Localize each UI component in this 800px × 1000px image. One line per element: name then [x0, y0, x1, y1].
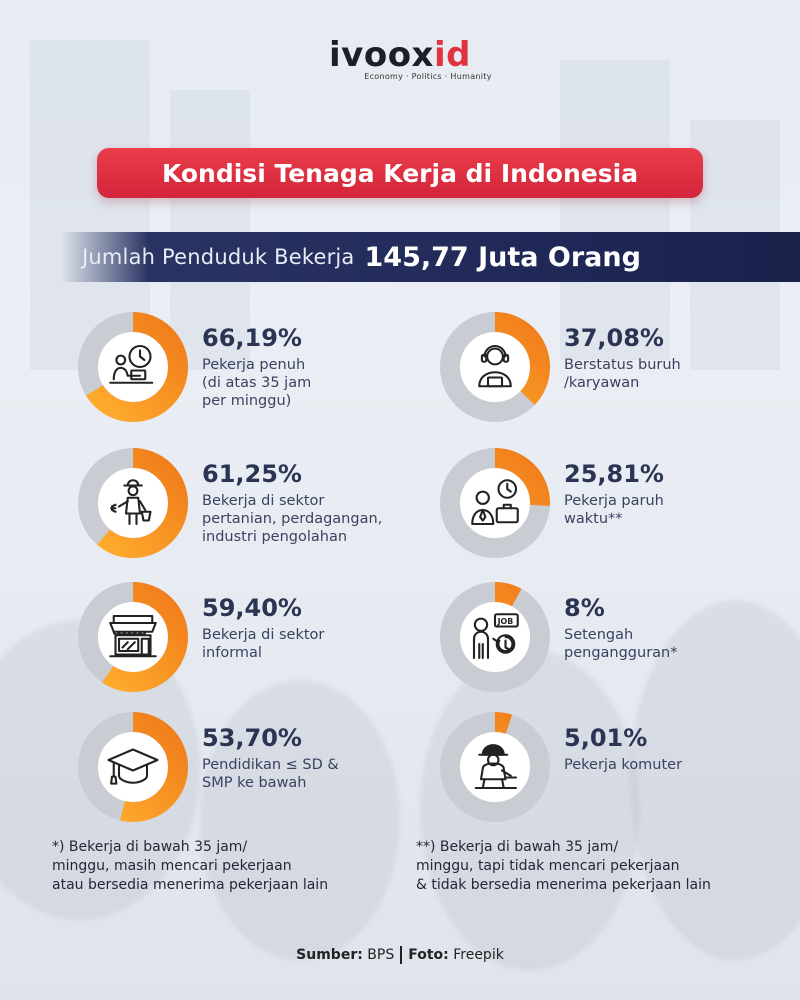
stat-description-line: SMP ke bawah: [202, 775, 307, 791]
donut-chart: [440, 448, 550, 558]
logo-text-dark: ivoox: [329, 35, 434, 75]
banner-label: Jumlah Penduduk Bekerja: [82, 245, 355, 269]
stat-description-line: pertanian, perdagangan,: [202, 511, 383, 527]
donut-chart: [440, 312, 550, 422]
stat-description-line: Pekerja komuter: [564, 757, 683, 773]
stat-description: Pekerja penuh (di atas 35 jam per minggu): [202, 356, 442, 410]
stat-description-line: Setengah: [564, 627, 634, 643]
stat-description: Pekerja komuter: [564, 756, 800, 774]
footnote-line: atau bersedia menerima pekerjaan lain: [52, 877, 329, 893]
footnote-line: *) Bekerja di bawah 35 jam/: [52, 839, 248, 855]
brand-logo: ivooxid Economy · Politics · Humanity: [0, 36, 800, 81]
stat-percentage: 5,01%: [564, 724, 648, 752]
photo-value: Freepik: [453, 947, 504, 963]
stat-description: Berstatus buruh/karyawan: [564, 356, 800, 392]
credit-divider: [400, 946, 403, 964]
donut-chart: [440, 582, 550, 692]
stat-percentage: 66,19%: [202, 324, 302, 352]
stat-item: 66,19% Pekerja penuh (di atas 35 jam per mi…: [78, 312, 438, 422]
stat-description: Bekerja di sektor informal: [202, 626, 442, 662]
stat-percentage: 25,81%: [564, 460, 664, 488]
logo-text-red: id: [433, 35, 471, 75]
footnote-line: **) Bekerja di bawah 35 jam/: [416, 839, 619, 855]
shop-icon: [78, 582, 188, 692]
stat-percentage: 59,40%: [202, 594, 302, 622]
total-workers-banner: Jumlah Penduduk Bekerja 145,77 Juta Oran…: [60, 232, 800, 282]
commuter-worker-icon: [440, 712, 550, 822]
stat-description-line: Berstatus buruh: [564, 357, 681, 373]
donut-slice: [440, 448, 550, 558]
stat-item: 5,01% Pekerja komuter: [440, 712, 800, 822]
worker-clock-icon: [78, 312, 188, 422]
stat-description-line: (di atas 35 jam: [202, 375, 312, 391]
photo-label: Foto:: [408, 947, 449, 963]
footnote-line: minggu, masih mencari pekerjaan: [52, 858, 292, 874]
logo-tagline: Economy · Politics · Humanity: [364, 72, 492, 81]
source-label: Sumber:: [296, 947, 363, 963]
stat-item: 53,70% Pendidikan ≤ SD & SMP ke bawah: [78, 712, 438, 822]
donut-slice: [78, 448, 188, 558]
page-title: Kondisi Tenaga Kerja di Indonesia: [97, 148, 703, 198]
donut-chart: [78, 312, 188, 422]
employee-headset-icon: [440, 312, 550, 422]
stat-description-line: Bekerja di sektor: [202, 493, 325, 509]
donut-chart: [440, 712, 550, 822]
stat-item: 25,81% Pekerja paruh waktu**: [440, 448, 800, 558]
banner-value: 145,77 Juta Orang: [364, 241, 641, 273]
donut-slice: [440, 582, 550, 692]
graduation-cap-icon: [78, 712, 188, 822]
stat-description-line: informal: [202, 645, 262, 661]
stat-percentage: 53,70%: [202, 724, 302, 752]
stat-percentage: 8%: [564, 594, 605, 622]
svg-text:JOB: JOB: [497, 617, 514, 626]
stat-percentage: 37,08%: [564, 324, 664, 352]
donut-slice: [78, 312, 188, 422]
donut-chart: [78, 582, 188, 692]
stat-description: Setengah pengangguran*: [564, 626, 800, 662]
stat-item: 61,25% Bekerja di sektor pertanian, perdag…: [78, 448, 438, 558]
stat-description-line: waktu**: [564, 511, 623, 527]
stat-item: 37,08% Berstatus buruh/karyawan: [440, 312, 800, 422]
donut-slice: [440, 712, 550, 822]
stat-description: Bekerja di sektor pertanian, perdagangan,…: [202, 492, 442, 546]
footnote-left: *) Bekerja di bawah 35 jam/ minggu, masi…: [52, 838, 328, 895]
stat-description-line: per minggu): [202, 393, 292, 409]
footnote-right: **) Bekerja di bawah 35 jam/ minggu, tap…: [416, 838, 711, 895]
stat-item: 59,40% Bekerja di sektor informal: [78, 582, 438, 692]
stat-percentage: 61,25%: [202, 460, 302, 488]
stat-description-line: Bekerja di sektor: [202, 627, 325, 643]
stat-description-line: industri pengolahan: [202, 529, 348, 545]
stat-description: Pekerja paruh waktu**: [564, 492, 800, 528]
source-credit: Sumber: BPS Foto: Freepik: [0, 946, 800, 964]
donut-chart: [78, 448, 188, 558]
stat-description-line: /karyawan: [564, 375, 640, 391]
stat-item: JOB 8% Setengah pengangguran*: [440, 582, 800, 692]
donut-slice: [78, 582, 188, 692]
stat-description-line: Pekerja penuh: [202, 357, 306, 373]
farmer-icon: [78, 448, 188, 558]
part-time-worker-icon: [440, 448, 550, 558]
donut-chart: [78, 712, 188, 822]
stat-description-line: Pendidikan ≤ SD &: [202, 757, 339, 773]
stat-description: Pendidikan ≤ SD & SMP ke bawah: [202, 756, 442, 792]
stat-description-line: Pekerja paruh: [564, 493, 664, 509]
footnote-line: minggu, tapi tidak mencari pekerjaan: [416, 858, 680, 874]
donut-slice: [440, 312, 550, 422]
stat-description-line: pengangguran*: [564, 645, 678, 661]
job-seeker-icon: JOB: [440, 582, 550, 692]
footnote-line: & tidak bersedia menerima pekerjaan lain: [416, 877, 711, 893]
donut-slice: [78, 712, 188, 822]
source-value: BPS: [367, 947, 395, 963]
